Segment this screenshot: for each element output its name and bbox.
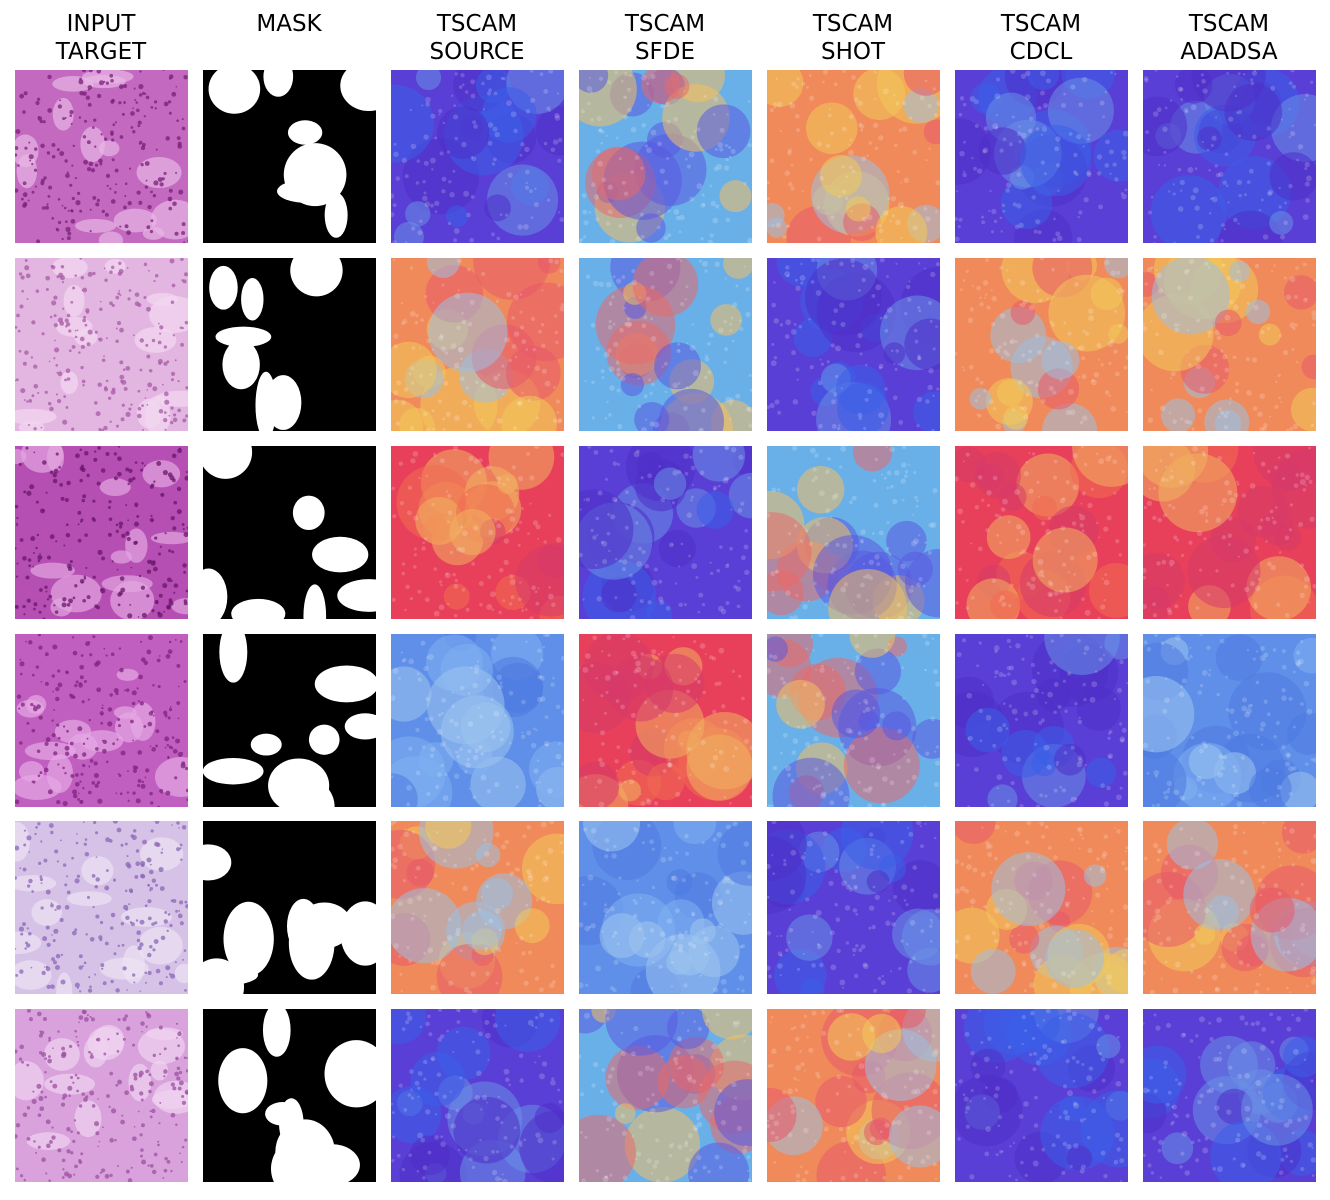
panel-sfde-row6: [579, 1009, 752, 1182]
mask-image: [203, 446, 376, 619]
panel-source-row6: [391, 1009, 564, 1182]
panel-shot-row6: [767, 1009, 940, 1182]
mask-image: [203, 1009, 376, 1182]
heatmap-image: [579, 258, 752, 431]
panel-mask-row4: [203, 634, 376, 807]
heatmap-image: [1143, 1009, 1316, 1182]
heatmap-image: [767, 446, 940, 619]
panel-shot-row2: [767, 258, 940, 431]
mask-image: [203, 634, 376, 807]
heatmap-image: [955, 1009, 1128, 1182]
column-title-source: TSCAM SOURCE: [429, 11, 525, 65]
heatmap-image: [391, 1009, 564, 1182]
panel-mask-row3: [203, 446, 376, 619]
heatmap-image: [767, 1009, 940, 1182]
column-title-input: INPUT TARGET: [55, 11, 147, 65]
column-title-sfde: TSCAM SFDE: [624, 11, 706, 65]
tissue-image: [15, 634, 188, 807]
heatmap-image: [579, 634, 752, 807]
panel-adadsa-row1: [1143, 70, 1316, 243]
panel-sfde-row1: [579, 70, 752, 243]
heatmap-image: [391, 446, 564, 619]
heatmap-image: [1143, 258, 1316, 431]
panel-input-row4: [15, 634, 188, 807]
heatmap-image: [579, 446, 752, 619]
column-title-shot: TSCAM SHOT: [812, 11, 894, 65]
heatmap-image: [955, 821, 1128, 994]
panel-cdcl-row1: [955, 70, 1128, 243]
heatmap-image: [391, 821, 564, 994]
heatmap-image: [955, 634, 1128, 807]
mask-image: [203, 821, 376, 994]
panel-shot-row3: [767, 446, 940, 619]
panel-sfde-row2: [579, 258, 752, 431]
panel-source-row3: [391, 446, 564, 619]
tissue-image: [15, 821, 188, 994]
tissue-image: [15, 1009, 188, 1182]
panel-input-row2: [15, 258, 188, 431]
panel-input-row1: [15, 70, 188, 243]
panel-adadsa-row4: [1143, 634, 1316, 807]
heatmap-image: [391, 70, 564, 243]
heatmap-image: [1143, 821, 1316, 994]
panel-input-row6: [15, 1009, 188, 1182]
heatmap-image: [955, 446, 1128, 619]
panel-input-row5: [15, 821, 188, 994]
mask-image: [203, 70, 376, 243]
heatmap-image: [1143, 70, 1316, 243]
panel-adadsa-row5: [1143, 821, 1316, 994]
tissue-image: [15, 446, 188, 619]
panel-sfde-row4: [579, 634, 752, 807]
panel-sfde-row5: [579, 821, 752, 994]
heatmap-image: [579, 821, 752, 994]
heatmap-image: [955, 258, 1128, 431]
heatmap-image: [767, 821, 940, 994]
panel-mask-row5: [203, 821, 376, 994]
panel-adadsa-row2: [1143, 258, 1316, 431]
panel-sfde-row3: [579, 446, 752, 619]
panel-adadsa-row6: [1143, 1009, 1316, 1182]
panel-adadsa-row3: [1143, 446, 1316, 619]
mask-image: [203, 258, 376, 431]
heatmap-image: [1143, 634, 1316, 807]
panel-source-row5: [391, 821, 564, 994]
heatmap-image: [767, 634, 940, 807]
panel-mask-row2: [203, 258, 376, 431]
panel-cdcl-row2: [955, 258, 1128, 431]
panel-cdcl-row4: [955, 634, 1128, 807]
heatmap-image: [955, 70, 1128, 243]
heatmap-image: [391, 258, 564, 431]
panel-cdcl-row3: [955, 446, 1128, 619]
column-title-mask: MASK: [256, 11, 322, 37]
panel-shot-row5: [767, 821, 940, 994]
tissue-image: [15, 258, 188, 431]
heatmap-image: [579, 70, 752, 243]
heatmap-image: [391, 634, 564, 807]
panel-cdcl-row5: [955, 821, 1128, 994]
panel-mask-row6: [203, 1009, 376, 1182]
panel-source-row2: [391, 258, 564, 431]
panel-mask-row1: [203, 70, 376, 243]
column-title-cdcl: TSCAM CDCL: [1000, 11, 1082, 65]
panel-shot-row1: [767, 70, 940, 243]
column-title-adadsa: TSCAM ADADSA: [1180, 11, 1278, 65]
heatmap-image: [579, 1009, 752, 1182]
heatmap-image: [1143, 446, 1316, 619]
panel-cdcl-row6: [955, 1009, 1128, 1182]
heatmap-image: [767, 258, 940, 431]
tissue-image: [15, 70, 188, 243]
panel-shot-row4: [767, 634, 940, 807]
panel-input-row3: [15, 446, 188, 619]
panel-source-row1: [391, 70, 564, 243]
panel-source-row4: [391, 634, 564, 807]
heatmap-image: [767, 70, 940, 243]
